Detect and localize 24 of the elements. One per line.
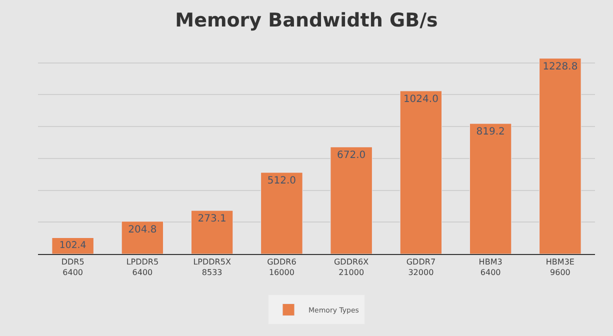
x-tick-label: LPDDR5 6400 [126, 258, 159, 277]
data-label: 512.0 [267, 175, 296, 186]
bar [400, 90, 442, 254]
x-tick-label: DDR5 6400 [61, 258, 84, 277]
bar [330, 146, 372, 254]
data-label: 1228.8 [542, 61, 578, 72]
x-tick-label: HBM3E 9600 [546, 258, 574, 277]
x-tick-label: LPDDR5X 8533 [193, 258, 232, 277]
x-tick-label: GDDR7 32000 [406, 258, 436, 277]
data-label: 819.2 [476, 126, 505, 138]
x-tick-label: GDDR6 16000 [267, 258, 296, 277]
data-label: 672.0 [336, 150, 366, 161]
x-tick-label: HBM3 6400 [478, 258, 502, 277]
bar [469, 123, 512, 254]
data-label: 204.8 [128, 224, 157, 236]
chart-title: Memory Bandwidth GB/s [175, 10, 438, 32]
x-tick-label: GDDR6X 21000 [334, 258, 370, 277]
data-label: 273.1 [198, 214, 226, 225]
bar [539, 58, 582, 254]
data-label: 1024.0 [403, 94, 438, 105]
data-label: 102.4 [59, 240, 86, 252]
bar [260, 172, 303, 254]
bar [121, 221, 164, 254]
bar [190, 210, 234, 254]
